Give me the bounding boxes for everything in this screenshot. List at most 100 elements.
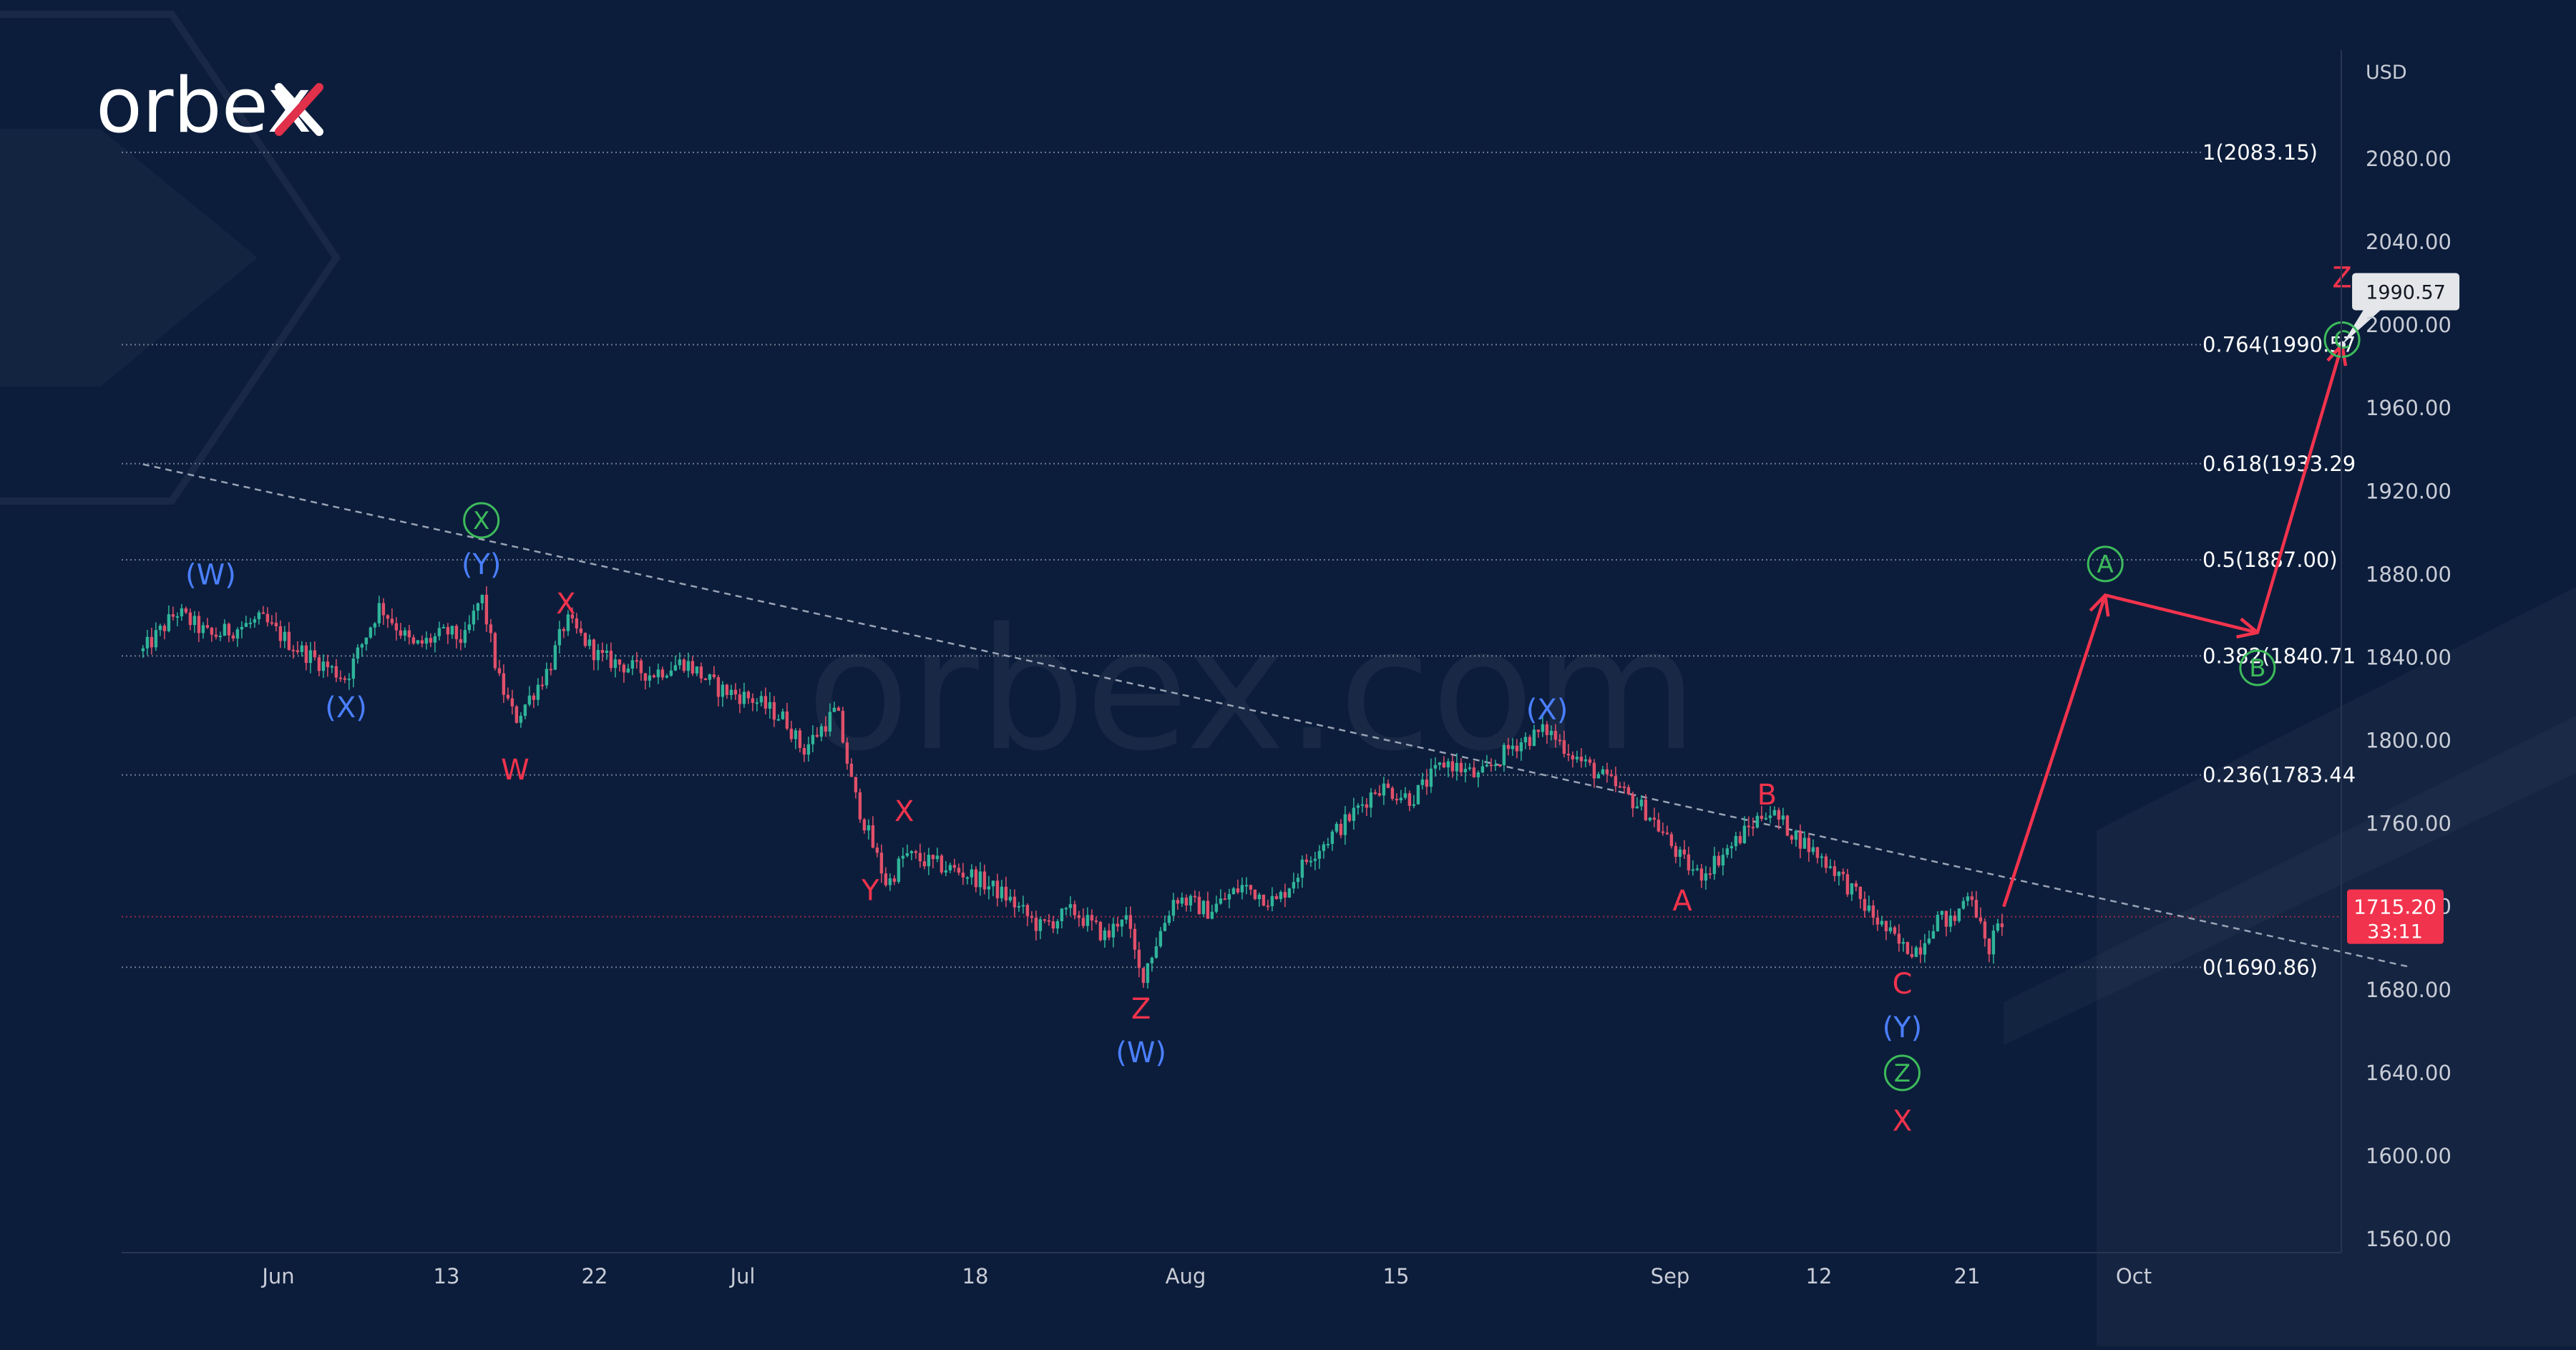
candle-body	[738, 694, 742, 704]
candle-body	[905, 853, 909, 856]
candle-body	[1644, 800, 1648, 820]
candle-body	[1416, 785, 1420, 805]
candle-body	[506, 694, 510, 699]
candle-body	[583, 633, 587, 646]
candle-body	[828, 712, 832, 732]
candle-body	[776, 719, 781, 721]
candle-body	[888, 878, 892, 885]
candle-body	[772, 701, 776, 720]
candle-body	[1146, 963, 1150, 984]
candle-body	[347, 679, 351, 681]
wave-label: X	[894, 795, 914, 828]
price-tick-label: 2040.00	[2366, 230, 2451, 254]
candle-body	[467, 624, 472, 631]
candle-body	[721, 684, 725, 697]
candle-body	[1236, 888, 1240, 893]
candle-body	[1043, 919, 1047, 921]
candle-body	[978, 871, 982, 888]
candle-body	[1979, 917, 1983, 922]
candle-body	[1081, 918, 1085, 926]
candle-body	[1657, 820, 1661, 832]
candle-body	[1931, 931, 1936, 939]
candle-body	[1674, 846, 1678, 858]
candle-body	[270, 622, 274, 624]
candle-body	[1841, 871, 1845, 875]
candle-body	[1734, 835, 1738, 847]
candle-body	[313, 650, 317, 658]
candle-body	[635, 660, 639, 662]
fib-level-label: 1(2083.15)	[2202, 140, 2318, 165]
candle-body	[175, 616, 180, 618]
candle-body	[1111, 923, 1116, 938]
wave-label: W	[501, 754, 530, 787]
candle-body	[287, 631, 291, 650]
price-tick-label: 1920.00	[2366, 479, 2451, 503]
candle-body	[656, 669, 660, 678]
candle-body	[1442, 762, 1446, 768]
projection-arrowhead	[2236, 617, 2260, 639]
candle-body	[223, 623, 227, 636]
candle-body	[1382, 783, 1386, 796]
wave-label-circle	[2087, 545, 2124, 583]
candle-body	[618, 659, 622, 665]
current-price-countdown: 33:11	[2367, 921, 2423, 943]
candle-body	[1553, 731, 1558, 740]
candle-body	[450, 626, 454, 635]
candle-body	[879, 853, 884, 874]
candle-body	[356, 647, 360, 659]
candle-body	[1639, 800, 1644, 807]
current-price-tag[interactable]	[2347, 889, 2444, 944]
candle-body	[648, 675, 652, 681]
candle-body	[613, 659, 618, 669]
candle-body	[1279, 892, 1283, 900]
candle-body	[1970, 896, 1974, 900]
candle-body	[1566, 754, 1571, 756]
logo-text: orbex	[96, 62, 312, 150]
candle-body	[1760, 815, 1764, 819]
candle-body	[742, 691, 746, 704]
time-tick-label: Aug	[1166, 1264, 1206, 1288]
candle-body	[351, 659, 356, 679]
candle-body	[1463, 769, 1468, 772]
candle-body	[1536, 729, 1541, 732]
candle-body	[1270, 895, 1274, 906]
time-tick-label: 21	[1954, 1264, 1981, 1288]
candle-body	[1206, 900, 1210, 919]
time-tick-label: Jun	[260, 1264, 294, 1288]
candle-body	[832, 707, 836, 712]
candle-body	[1948, 916, 1953, 927]
candle-body	[1708, 873, 1712, 875]
price-axis[interactable]: USD 2080.00 2040.00 2000.00 1960.00 1920.00 18…	[2341, 50, 2451, 1253]
candle-body	[1468, 767, 1472, 769]
candle-body	[1511, 745, 1515, 749]
candle-body	[1940, 910, 1944, 916]
candle-body	[1502, 744, 1506, 766]
candle-body	[1699, 868, 1704, 881]
candle-body	[1936, 915, 1940, 931]
candle-body	[463, 630, 467, 644]
candle-body	[1309, 860, 1313, 863]
candle-body	[1592, 762, 1596, 779]
time-axis[interactable]: Jun 13 22 Jul 18 Aug 15 Sep 12 21 Oct	[122, 1252, 2341, 1288]
candle-body	[1438, 762, 1442, 765]
candle-body	[1833, 866, 1837, 876]
candle-body	[484, 594, 489, 625]
candle-body	[1571, 755, 1575, 759]
candle-body	[1545, 724, 1549, 735]
candle-body	[1244, 885, 1249, 887]
candle-body	[1747, 825, 1751, 827]
candle-body	[1824, 856, 1828, 868]
candle-body	[519, 716, 523, 723]
candle-body	[493, 633, 497, 669]
fib-level-label: 0(1690.86)	[2202, 955, 2318, 979]
candle-body	[935, 855, 940, 860]
price-tick-label: 1960.00	[2366, 396, 2451, 420]
candle-body	[1562, 740, 1566, 754]
wave-label-circle	[1883, 1054, 1921, 1092]
candle-body	[326, 661, 330, 668]
candle-body	[1682, 849, 1687, 855]
candle-body	[1343, 814, 1347, 835]
candle-body	[338, 677, 343, 679]
